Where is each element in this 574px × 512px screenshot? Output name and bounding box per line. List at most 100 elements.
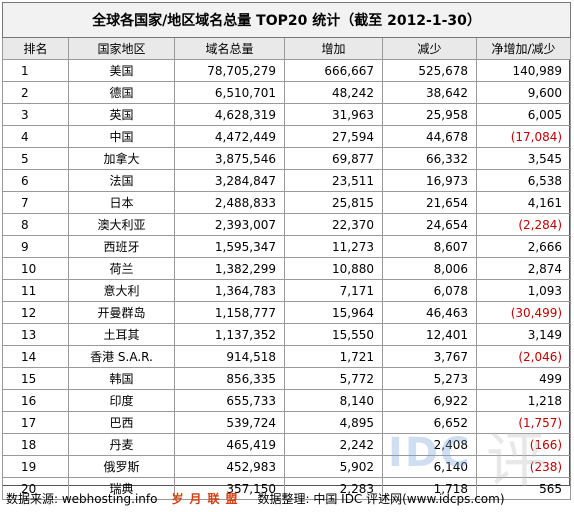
cell-country: 意大利 <box>69 280 175 302</box>
cell-rank: 10 <box>3 258 69 280</box>
cell-removed: 66,332 <box>383 148 477 170</box>
cell-removed: 3,767 <box>383 346 477 368</box>
cell-net: 1,218 <box>477 390 571 412</box>
cell-net: 3,545 <box>477 148 571 170</box>
column-header-total: 域名总量 <box>175 38 285 60</box>
cell-net: 4,161 <box>477 192 571 214</box>
cell-net: (238) <box>477 456 571 478</box>
cell-added: 15,550 <box>285 324 383 346</box>
cell-removed: 525,678 <box>383 60 477 82</box>
table-row: 3 英国 4,628,319 31,963 25,958 6,005 <box>3 104 571 126</box>
cell-total: 3,284,847 <box>175 170 285 192</box>
cell-total: 914,518 <box>175 346 285 368</box>
cell-rank: 17 <box>3 412 69 434</box>
table-title: 全球各国家/地区域名总量 TOP20 统计（截至 2012-1-30） <box>3 3 571 38</box>
cell-rank: 7 <box>3 192 69 214</box>
table-row: 11 意大利 1,364,783 7,171 6,078 1,093 <box>3 280 571 302</box>
cell-removed: 5,273 <box>383 368 477 390</box>
cell-net: 140,989 <box>477 60 571 82</box>
table-row: 17 巴西 539,724 4,895 6,652 (1,757) <box>3 412 571 434</box>
table-row: 5 加拿大 3,875,546 69,877 66,332 3,545 <box>3 148 571 170</box>
cell-total: 655,733 <box>175 390 285 412</box>
cell-rank: 18 <box>3 434 69 456</box>
cell-net: (2,046) <box>477 346 571 368</box>
cell-country: 丹麦 <box>69 434 175 456</box>
table-row: 15 韩国 856,335 5,772 5,273 499 <box>3 368 571 390</box>
cell-removed: 6,140 <box>383 456 477 478</box>
source-footer: 数据来源: webhosting.info 岁月联盟 数据整理: 中国 IDC 评述… <box>6 489 505 509</box>
table-row: 16 印度 655,733 8,140 6,922 1,218 <box>3 390 571 412</box>
cell-removed: 8,607 <box>383 236 477 258</box>
header-row: 排名 国家地区 域名总量 增加 减少 净增加/减少 <box>3 38 571 60</box>
column-header-rank: 排名 <box>3 38 69 60</box>
cell-country: 加拿大 <box>69 148 175 170</box>
cell-added: 5,902 <box>285 456 383 478</box>
cell-added: 666,667 <box>285 60 383 82</box>
cell-removed: 25,958 <box>383 104 477 126</box>
cell-removed: 6,078 <box>383 280 477 302</box>
cell-total: 6,510,701 <box>175 82 285 104</box>
cell-total: 1,595,347 <box>175 236 285 258</box>
cell-net: 9,600 <box>477 82 571 104</box>
cell-total: 4,628,319 <box>175 104 285 126</box>
cell-added: 2,242 <box>285 434 383 456</box>
table-row: 10 荷兰 1,382,299 10,880 8,006 2,874 <box>3 258 571 280</box>
column-header-country: 国家地区 <box>69 38 175 60</box>
cell-net: 6,005 <box>477 104 571 126</box>
cell-net: 1,093 <box>477 280 571 302</box>
cell-added: 11,273 <box>285 236 383 258</box>
cell-rank: 12 <box>3 302 69 324</box>
cell-rank: 6 <box>3 170 69 192</box>
table-row: 2 德国 6,510,701 48,242 38,642 9,600 <box>3 82 571 104</box>
cell-removed: 2,408 <box>383 434 477 456</box>
cell-removed: 6,652 <box>383 412 477 434</box>
cell-removed: 8,006 <box>383 258 477 280</box>
cell-net: 6,538 <box>477 170 571 192</box>
cell-country: 法国 <box>69 170 175 192</box>
table-row: 19 俄罗斯 452,983 5,902 6,140 (238) <box>3 456 571 478</box>
cell-country: 荷兰 <box>69 258 175 280</box>
cell-added: 22,370 <box>285 214 383 236</box>
cell-net: 2,666 <box>477 236 571 258</box>
domain-stats-table: 全球各国家/地区域名总量 TOP20 统计（截至 2012-1-30） 排名 国… <box>2 2 571 500</box>
table-row: 14 香港 S.A.R. 914,518 1,721 3,767 (2,046) <box>3 346 571 368</box>
cell-added: 15,964 <box>285 302 383 324</box>
cell-removed: 24,654 <box>383 214 477 236</box>
footer-watermark: 岁月联盟 <box>171 492 243 506</box>
cell-added: 4,895 <box>285 412 383 434</box>
table-row: 13 土耳其 1,137,352 15,550 12,401 3,149 <box>3 324 571 346</box>
cell-added: 1,721 <box>285 346 383 368</box>
cell-total: 1,158,777 <box>175 302 285 324</box>
footer-credit: 数据整理: 中国 IDC 评述网(www.idcps.com) <box>257 492 504 506</box>
cell-net: 2,874 <box>477 258 571 280</box>
cell-net: (2,284) <box>477 214 571 236</box>
column-header-net: 净增加/减少 <box>477 38 571 60</box>
cell-country: 印度 <box>69 390 175 412</box>
cell-total: 539,724 <box>175 412 285 434</box>
cell-rank: 14 <box>3 346 69 368</box>
cell-country: 英国 <box>69 104 175 126</box>
cell-added: 27,594 <box>285 126 383 148</box>
cell-total: 1,137,352 <box>175 324 285 346</box>
cell-added: 10,880 <box>285 258 383 280</box>
cell-rank: 15 <box>3 368 69 390</box>
table-row: 1 美国 78,705,279 666,667 525,678 140,989 <box>3 60 571 82</box>
cell-country: 开曼群岛 <box>69 302 175 324</box>
cell-added: 23,511 <box>285 170 383 192</box>
cell-country: 俄罗斯 <box>69 456 175 478</box>
cell-added: 48,242 <box>285 82 383 104</box>
cell-total: 452,983 <box>175 456 285 478</box>
column-header-removed: 减少 <box>383 38 477 60</box>
cell-country: 美国 <box>69 60 175 82</box>
cell-total: 1,382,299 <box>175 258 285 280</box>
cell-total: 3,875,546 <box>175 148 285 170</box>
cell-total: 4,472,449 <box>175 126 285 148</box>
cell-rank: 19 <box>3 456 69 478</box>
table-row: 12 开曼群岛 1,158,777 15,964 46,463 (30,499) <box>3 302 571 324</box>
cell-removed: 38,642 <box>383 82 477 104</box>
cell-total: 78,705,279 <box>175 60 285 82</box>
cell-total: 2,393,007 <box>175 214 285 236</box>
cell-net: 3,149 <box>477 324 571 346</box>
cell-rank: 16 <box>3 390 69 412</box>
cell-rank: 1 <box>3 60 69 82</box>
